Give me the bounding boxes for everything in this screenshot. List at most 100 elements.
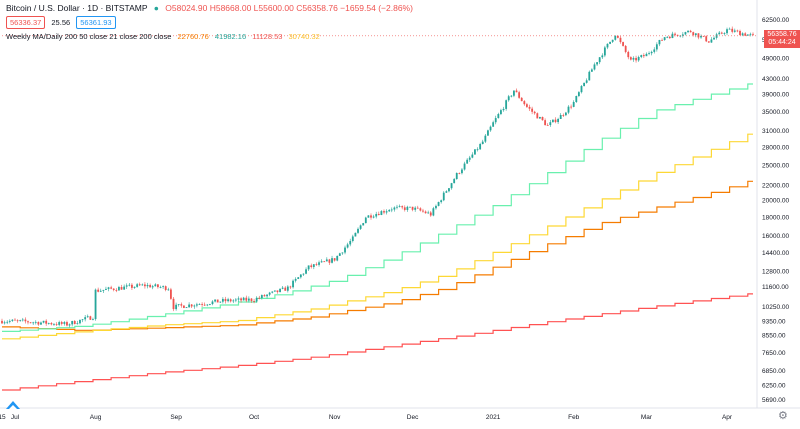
last-price-label: 56358.76 05:44:24 [764,30,800,48]
candle-body [50,323,53,325]
y-tick-label: 31000.00 [762,128,789,135]
candle-body [385,211,388,213]
x-tick-label: Mar [641,414,653,421]
candle-body [286,286,289,291]
candle-body [266,294,268,297]
candle-body [110,287,113,289]
candle-body [172,298,175,310]
y-tick-label: 62500.00 [762,17,789,24]
candle-body [572,102,575,107]
candle-body [744,33,747,36]
symbol-title[interactable]: Bitcoin / U.S. Dollar · 1D · BITSTAMP [6,3,148,13]
candle-body [414,207,417,210]
candle-body [247,298,250,301]
candle-body [216,299,219,303]
candle-body [29,322,32,324]
tradingview-logo-icon[interactable] [6,396,20,414]
candle-body [362,223,365,226]
candle-body [151,286,154,288]
candle-body [575,95,578,103]
moving-average-line [2,83,753,332]
trade-chips: 56336.37 25.56 56361.93 [6,16,116,29]
candle-body [157,284,159,288]
candle-body [3,322,6,324]
candle-body [487,130,489,136]
candle-body [603,47,606,56]
candle-body [11,319,14,321]
candle-body [666,36,669,38]
candle-body [180,304,183,306]
candle-body [450,183,453,189]
candle-body [518,92,521,98]
candle-body [307,265,310,270]
candle-body [593,64,596,70]
candle-body [533,111,536,114]
gear-icon[interactable]: ⚙ [778,410,788,422]
candle-body [409,206,411,208]
candle-body [341,252,344,254]
x-tick-label: Nov [329,414,341,421]
candle-body [731,28,734,32]
candle-body [55,324,58,326]
candle-body [588,71,591,81]
candle-body [726,29,728,34]
candle-body [45,320,48,324]
candle-body [601,55,604,58]
candle-body [359,225,362,229]
candle-body [164,286,167,291]
last-price-time: 05:44:24 [768,39,796,46]
candle-body [484,135,487,142]
candle-body [590,69,593,72]
candle-body [297,277,300,279]
candle-body [554,119,557,123]
candle-body [476,149,479,151]
candle-body [492,122,495,127]
candle-body [424,211,427,214]
candle-body [112,288,115,290]
indicator-value-2: 41982.16 [214,32,247,41]
candle-body [260,295,263,298]
candle-body [136,284,139,287]
candle-body [736,30,739,32]
candle-body [689,30,692,33]
candle-body [611,39,614,42]
candle-body [81,319,84,321]
candle-body [398,206,401,207]
candle-body [367,215,370,218]
candle-body [442,192,445,201]
candle-body [175,304,178,310]
indicator-legend[interactable]: Weekly MA/Daily 200 50 close 21 close 20… [6,32,320,41]
candle-body [310,265,313,267]
candle-body [370,215,372,218]
candle-body [245,297,248,301]
candle-body [557,118,560,123]
candle-body [502,108,505,111]
candle-body [123,286,126,290]
candle-body [141,284,144,286]
candle-body [159,287,162,288]
sell-button[interactable]: 56336.37 [6,16,46,29]
candle-body [79,319,81,324]
candle-body [167,289,170,291]
candle-body [458,173,461,174]
candle-body [741,33,744,36]
candle-body [68,324,71,326]
y-tick-label: 20000.00 [762,198,789,205]
candle-body [206,304,209,306]
candle-body [577,92,580,96]
candle-body [411,206,414,210]
candle-body [177,304,180,306]
candle-body [284,287,287,291]
candle-body [6,321,9,323]
candle-body [648,53,650,54]
candle-body [47,323,50,324]
candle-body [97,289,100,292]
x-tick-label: Aug [90,414,102,421]
candle-body [346,244,349,248]
y-tick-label: 18000.00 [762,214,789,221]
candle-body [406,206,409,210]
y-tick-label: 9350.00 [762,318,786,325]
candle-body [707,41,710,43]
buy-button[interactable]: 56361.93 [76,16,116,29]
